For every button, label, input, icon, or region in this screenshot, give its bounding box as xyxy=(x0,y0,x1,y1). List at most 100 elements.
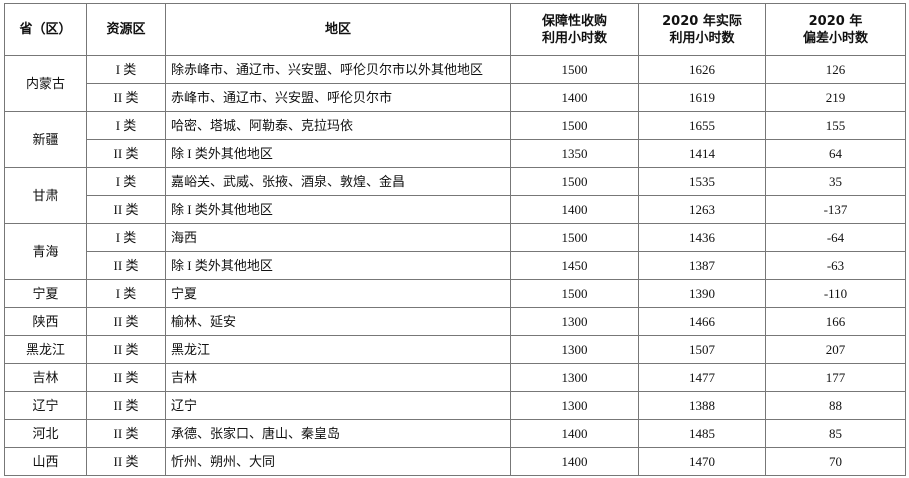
header-line: 2020 年 xyxy=(808,13,863,29)
class-cell: II 类 xyxy=(86,335,166,364)
guaranteed-hours-cell: 1350 xyxy=(510,139,639,168)
guaranteed-hours-cell: 1400 xyxy=(510,419,639,448)
province-cell: 青海 xyxy=(4,223,87,280)
actual-hours-cell: 1387 xyxy=(638,251,766,280)
guaranteed-hours-cell: 1300 xyxy=(510,307,639,336)
table-row: 辽宁 II 类辽宁 1300 1388 88 xyxy=(4,391,906,420)
province-cell: 黑龙江 xyxy=(4,335,87,364)
deviation-hours-cell: 64 xyxy=(765,139,906,168)
region-cell: 吉林 xyxy=(165,363,511,392)
table-row: 黑龙江 II 类黑龙江 1300 1507 207 xyxy=(4,335,906,364)
actual-hours-cell: 1466 xyxy=(638,307,766,336)
table-body: 内蒙古 I 类除赤峰市、通辽市、兴安盟、呼伦贝尔市以外其他地区 1500 1626 12… xyxy=(4,55,906,476)
class-cell: II 类 xyxy=(86,363,166,392)
region-cell: 宁夏 xyxy=(165,279,511,308)
deviation-hours-cell: 177 xyxy=(765,363,906,392)
header-line: 2020 年实际 xyxy=(662,13,742,29)
region-cell: 辽宁 xyxy=(165,391,511,420)
guaranteed-hours-cell: 1500 xyxy=(510,279,639,308)
column-header: 2020 年偏差小时数 xyxy=(765,3,906,56)
column-header: 保障性收购 利用小时数 xyxy=(510,3,639,56)
actual-hours-cell: 1626 xyxy=(638,55,766,84)
class-cell: I 类 xyxy=(86,111,166,140)
class-cell: I 类 xyxy=(86,55,166,84)
guaranteed-hours-cell: 1500 xyxy=(510,167,639,196)
region-cell: 海西 xyxy=(165,223,511,252)
class-cell: II 类 xyxy=(86,251,166,280)
deviation-hours-cell: 88 xyxy=(765,391,906,420)
actual-hours-cell: 1414 xyxy=(638,139,766,168)
region-cell: 嘉峪关、武威、张掖、酒泉、敦煌、金昌 xyxy=(165,167,511,196)
class-cell: II 类 xyxy=(86,139,166,168)
guaranteed-hours-cell: 1500 xyxy=(510,111,639,140)
actual-hours-cell: 1390 xyxy=(638,279,766,308)
header-line: 省（区） xyxy=(19,22,72,37)
deviation-hours-cell: -137 xyxy=(765,195,906,224)
class-cell: I 类 xyxy=(86,223,166,252)
table-row: II 类除 I 类外其他地区 1400 1263 -137 xyxy=(5,195,906,224)
guaranteed-hours-cell: 1500 xyxy=(510,223,639,252)
province-cell: 甘肃 xyxy=(4,167,87,224)
province-cell: 新疆 xyxy=(4,111,87,168)
guaranteed-hours-cell: 1300 xyxy=(510,363,639,392)
actual-hours-cell: 1470 xyxy=(638,447,766,476)
province-cell: 宁夏 xyxy=(4,279,87,308)
actual-hours-cell: 1619 xyxy=(638,83,766,112)
guaranteed-hours-cell: 1300 xyxy=(510,335,639,364)
deviation-hours-cell: 166 xyxy=(765,307,906,336)
actual-hours-cell: 1263 xyxy=(638,195,766,224)
guaranteed-hours-cell: 1400 xyxy=(510,195,639,224)
guaranteed-hours-cell: 1400 xyxy=(510,447,639,476)
region-cell: 除 I 类外其他地区 xyxy=(165,251,511,280)
actual-hours-cell: 1388 xyxy=(638,391,766,420)
table-row: 青海 I 类海西 1500 1436 -64 xyxy=(4,223,906,280)
region-cell: 赤峰市、通辽市、兴安盟、呼伦贝尔市 xyxy=(165,83,511,112)
class-cell: II 类 xyxy=(86,195,166,224)
header-line: 资源区 xyxy=(106,22,146,37)
table-row: 甘肃 I 类嘉峪关、武威、张掖、酒泉、敦煌、金昌 1500 1535 35 xyxy=(4,167,906,224)
header-line: 保障性收购 xyxy=(541,13,607,29)
header-row: 省（区） 资源区 地区 保障性收购 利用小时数 2020 年实际 利用小时数 2020 年偏差… xyxy=(4,3,906,56)
header-line: 偏差小时数 xyxy=(802,30,868,46)
column-header: 省（区） xyxy=(4,3,87,56)
class-cell: II 类 xyxy=(86,419,166,448)
table-row: II 类除 I 类外其他地区 1450 1387 -63 xyxy=(5,251,906,280)
guaranteed-hours-cell: 1500 xyxy=(510,55,639,84)
region-cell: 忻州、朔州、大同 xyxy=(165,447,511,476)
province-cell: 陕西 xyxy=(4,307,87,336)
class-cell: I 类 xyxy=(86,167,166,196)
deviation-hours-cell: 70 xyxy=(765,447,906,476)
deviation-hours-cell: 219 xyxy=(765,83,906,112)
column-header: 2020 年实际 利用小时数 xyxy=(638,3,766,56)
header-line: 地区 xyxy=(324,22,351,37)
actual-hours-cell: 1485 xyxy=(638,419,766,448)
region-cell: 除赤峰市、通辽市、兴安盟、呼伦贝尔市以外其他地区 xyxy=(165,55,511,84)
actual-hours-cell: 1655 xyxy=(638,111,766,140)
table-row: 山西 II 类忻州、朔州、大同 1400 1470 70 xyxy=(4,447,906,476)
table-row: 河北 II 类承德、张家口、唐山、秦皇岛 1400 1485 85 xyxy=(4,419,906,448)
column-header: 地区 xyxy=(165,3,511,56)
table-row: II 类赤峰市、通辽市、兴安盟、呼伦贝尔市 1400 1619 219 xyxy=(5,83,906,112)
table-row: 内蒙古 I 类除赤峰市、通辽市、兴安盟、呼伦贝尔市以外其他地区 1500 1626 12… xyxy=(4,55,906,112)
actual-hours-cell: 1436 xyxy=(638,223,766,252)
region-cell: 承德、张家口、唐山、秦皇岛 xyxy=(165,419,511,448)
region-cell: 哈密、塔城、阿勒泰、克拉玛依 xyxy=(165,111,511,140)
province-cell: 山西 xyxy=(4,447,87,476)
table-row: II 类除 I 类外其他地区 1350 1414 64 xyxy=(5,139,906,168)
region-cell: 黑龙江 xyxy=(165,335,511,364)
deviation-hours-cell: 155 xyxy=(765,111,906,140)
column-header: 资源区 xyxy=(86,3,166,56)
deviation-hours-cell: 207 xyxy=(765,335,906,364)
province-cell: 河北 xyxy=(4,419,87,448)
class-cell: II 类 xyxy=(86,391,166,420)
deviation-hours-cell: 35 xyxy=(765,167,906,196)
region-cell: 榆林、延安 xyxy=(165,307,511,336)
actual-hours-cell: 1535 xyxy=(638,167,766,196)
class-cell: II 类 xyxy=(86,307,166,336)
province-cell: 吉林 xyxy=(4,363,87,392)
guaranteed-hours-cell: 1300 xyxy=(510,391,639,420)
data-table: 省（区） 资源区 地区 保障性收购 利用小时数 2020 年实际 利用小时数 2020 年偏差… xyxy=(4,3,906,476)
class-cell: II 类 xyxy=(86,447,166,476)
table-row: 陕西 II 类榆林、延安 1300 1466 166 xyxy=(4,307,906,336)
